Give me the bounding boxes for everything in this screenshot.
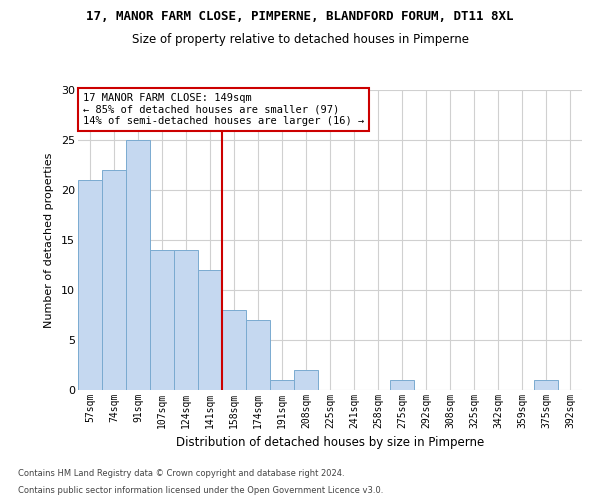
Bar bbox=[294, 370, 318, 390]
Bar bbox=[198, 270, 222, 390]
Text: Size of property relative to detached houses in Pimperne: Size of property relative to detached ho… bbox=[131, 32, 469, 46]
Bar bbox=[270, 380, 294, 390]
Y-axis label: Number of detached properties: Number of detached properties bbox=[44, 152, 54, 328]
Bar bbox=[78, 180, 102, 390]
Text: 17 MANOR FARM CLOSE: 149sqm
← 85% of detached houses are smaller (97)
14% of sem: 17 MANOR FARM CLOSE: 149sqm ← 85% of det… bbox=[83, 93, 364, 126]
Bar bbox=[102, 170, 126, 390]
Text: Contains public sector information licensed under the Open Government Licence v3: Contains public sector information licen… bbox=[18, 486, 383, 495]
Bar bbox=[390, 380, 414, 390]
Bar bbox=[150, 250, 174, 390]
Bar bbox=[246, 320, 270, 390]
Text: Contains HM Land Registry data © Crown copyright and database right 2024.: Contains HM Land Registry data © Crown c… bbox=[18, 468, 344, 477]
Bar bbox=[126, 140, 150, 390]
Bar bbox=[174, 250, 198, 390]
X-axis label: Distribution of detached houses by size in Pimperne: Distribution of detached houses by size … bbox=[176, 436, 484, 450]
Bar bbox=[222, 310, 246, 390]
Text: 17, MANOR FARM CLOSE, PIMPERNE, BLANDFORD FORUM, DT11 8XL: 17, MANOR FARM CLOSE, PIMPERNE, BLANDFOR… bbox=[86, 10, 514, 23]
Bar bbox=[534, 380, 558, 390]
